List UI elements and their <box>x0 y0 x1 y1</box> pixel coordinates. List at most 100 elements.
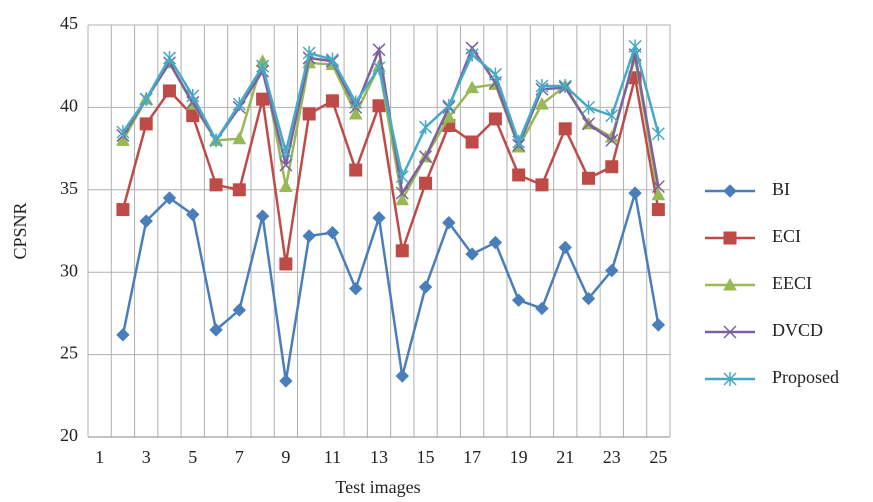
point <box>256 92 270 106</box>
y-tick-label: 40 <box>60 96 78 116</box>
point <box>419 120 433 135</box>
point <box>465 80 479 94</box>
point <box>349 95 363 110</box>
point <box>349 281 363 296</box>
point <box>209 133 223 148</box>
point <box>535 78 549 93</box>
x-tick-label: 5 <box>188 447 197 467</box>
point <box>302 229 316 243</box>
point <box>628 186 642 200</box>
point <box>488 67 502 82</box>
x-tick-label: 15 <box>417 447 435 467</box>
point <box>465 247 479 261</box>
point <box>186 88 200 103</box>
x-tick-label: 11 <box>324 447 341 467</box>
point <box>209 323 223 337</box>
x-tick-label: 7 <box>235 447 244 467</box>
x-tick-label: 23 <box>603 447 621 467</box>
point <box>605 108 619 123</box>
point <box>535 97 549 110</box>
legend-marker <box>723 372 737 386</box>
legend-label: Proposed <box>772 367 839 387</box>
point <box>511 293 526 307</box>
point <box>558 122 572 136</box>
point <box>512 168 526 182</box>
x-tick-label: 9 <box>281 447 290 467</box>
point <box>186 207 200 222</box>
series-line <box>121 77 660 265</box>
point <box>558 240 572 255</box>
point <box>465 47 479 62</box>
point <box>419 150 433 164</box>
x-tick-label: 19 <box>510 447 528 467</box>
point <box>395 244 409 258</box>
y-tick-label: 35 <box>60 178 78 198</box>
point <box>139 92 153 107</box>
point <box>325 52 339 67</box>
point <box>512 135 526 150</box>
point <box>162 50 177 65</box>
point <box>418 280 433 294</box>
point <box>209 178 223 192</box>
point <box>232 183 246 197</box>
x-tick-label: 17 <box>463 447 481 467</box>
point <box>279 158 293 172</box>
point <box>116 125 130 140</box>
point <box>651 126 665 141</box>
x-tick-label: 25 <box>649 447 667 467</box>
point <box>325 225 340 240</box>
point <box>651 179 665 194</box>
point <box>116 133 130 146</box>
x-tick-label: 1 <box>95 447 104 467</box>
point <box>419 176 433 190</box>
legend-label: ECI <box>772 226 801 246</box>
point <box>116 203 130 217</box>
point <box>372 99 386 113</box>
point <box>139 117 153 131</box>
point <box>395 369 409 383</box>
point <box>372 43 386 57</box>
point <box>302 46 316 61</box>
point <box>372 211 386 225</box>
point <box>442 98 456 113</box>
point <box>651 203 665 217</box>
point <box>395 192 410 206</box>
point <box>349 163 363 177</box>
point <box>628 39 642 54</box>
point <box>605 160 619 174</box>
point <box>651 187 666 201</box>
y-tick-label: 45 <box>60 13 78 33</box>
y-tick-label: 20 <box>60 425 78 445</box>
point <box>395 186 409 200</box>
point <box>441 110 456 123</box>
point <box>535 178 549 192</box>
point <box>558 78 572 93</box>
legend-marker <box>723 277 737 291</box>
point <box>395 169 409 184</box>
point <box>582 171 596 185</box>
point <box>581 100 596 115</box>
point <box>232 303 247 317</box>
point <box>279 179 293 193</box>
point <box>302 107 316 121</box>
legend-marker <box>723 325 737 339</box>
point <box>651 318 666 332</box>
point <box>232 131 247 145</box>
legend-label: BI <box>772 179 790 199</box>
point <box>139 214 153 228</box>
x-tick-label: 21 <box>556 447 574 467</box>
point <box>465 135 479 149</box>
point <box>325 94 339 108</box>
legend-label: DVCD <box>772 320 823 340</box>
point <box>605 263 619 278</box>
legend-marker <box>723 231 737 245</box>
point <box>442 216 456 230</box>
point <box>488 112 502 126</box>
point <box>162 191 177 205</box>
series-line <box>121 192 660 382</box>
point <box>232 97 246 112</box>
point <box>488 235 503 250</box>
point <box>256 59 270 74</box>
y-tick-label: 30 <box>60 260 78 280</box>
